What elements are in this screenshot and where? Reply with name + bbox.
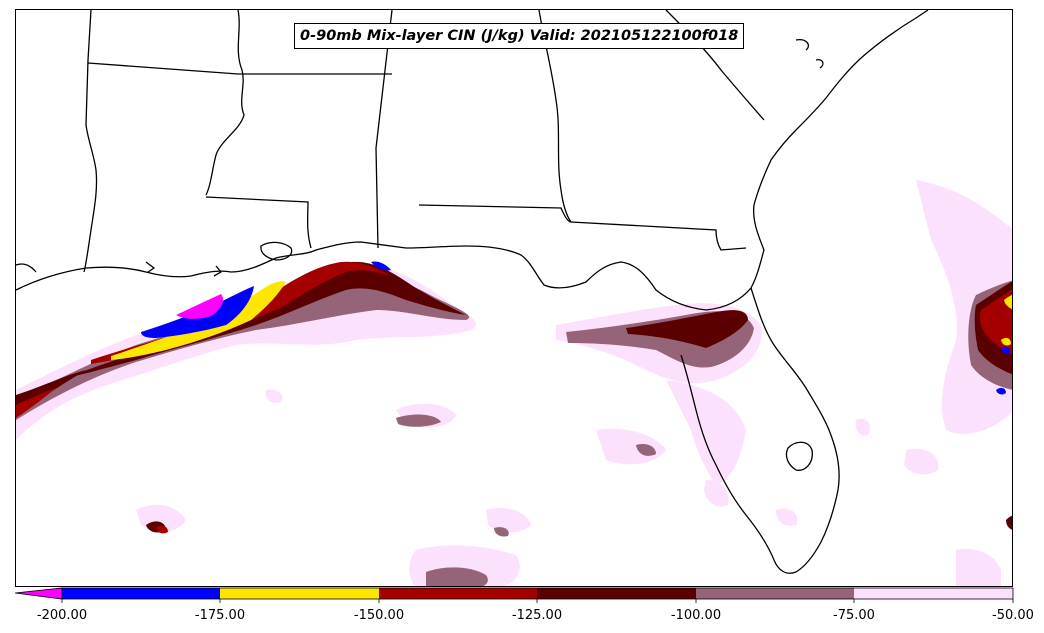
colorbar-bin-yellow <box>220 588 379 599</box>
cin-yellow-areas <box>111 281 1012 360</box>
colorbar-tick-label: -125.00 <box>511 608 563 623</box>
colorbar-tick-label: -100.00 <box>670 608 722 623</box>
map-panel: 0-90mb Mix-layer CIN (J/kg) Valid: 20210… <box>15 9 1013 587</box>
colorbar-tick-label: -175.00 <box>194 608 246 623</box>
colorbar-bin-mauve <box>696 588 854 599</box>
colorbar-bin-dark-red <box>537 588 696 599</box>
colorbar-tick-label: -150.00 <box>353 608 405 623</box>
state-borders-icon <box>83 10 765 273</box>
colorbar-outline <box>61 587 1014 600</box>
cin-magenta-areas <box>176 294 223 319</box>
colorbar <box>14 587 1014 603</box>
colorbar-tick-label: -50.00 <box>992 608 1034 623</box>
cin-light-pink-areas <box>16 180 1012 586</box>
colorbar-bin-red <box>379 588 537 599</box>
cin-map <box>16 10 1012 586</box>
colorbar-tick-label: -75.00 <box>833 608 875 623</box>
colorbar-extend-arrow <box>14 587 63 600</box>
coastline-icon <box>16 10 929 574</box>
cin-dark-red-areas <box>16 261 1012 533</box>
cin-red-areas <box>16 261 1012 534</box>
colorbar-bin-blue <box>62 588 220 599</box>
map-title: 0-90mb Mix-layer CIN (J/kg) Valid: 20210… <box>294 23 745 49</box>
colorbar-tick-label: -200.00 <box>36 608 88 623</box>
colorbar-ticks <box>61 599 1014 603</box>
colorbar-bin-light-pink <box>854 588 1013 599</box>
